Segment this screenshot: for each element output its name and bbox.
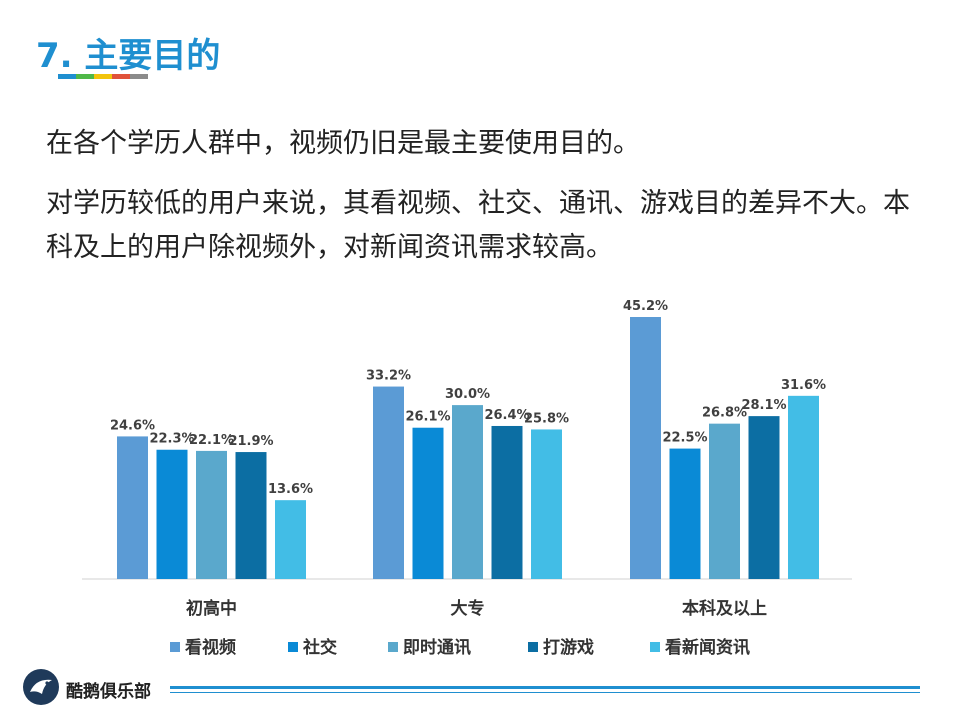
- bar-4: [235, 452, 267, 579]
- data-label: 13.6%: [268, 482, 313, 497]
- bar-2: [156, 449, 188, 579]
- data-label: 24.6%: [110, 418, 155, 433]
- legend-label: 即时通讯: [403, 638, 471, 658]
- bar-5: [788, 395, 819, 579]
- title-underline-segment: [76, 74, 94, 79]
- legend-label: 社交: [302, 637, 337, 658]
- bar-2: [669, 448, 701, 579]
- legend-label: 看新闻资讯: [664, 637, 750, 658]
- title-underline-segment: [112, 74, 130, 79]
- title-underline-segment: [130, 74, 148, 79]
- penguin-icon: [22, 668, 60, 710]
- title-underline: [58, 74, 148, 79]
- title-underline-segment: [94, 74, 112, 79]
- intro-paragraph-1: 在各个学历人群中，视频仍旧是最主要使用目的。: [46, 128, 640, 159]
- data-label: 26.8%: [702, 406, 747, 421]
- data-label: 45.2%: [623, 299, 668, 314]
- data-label: 22.5%: [662, 431, 707, 446]
- legend-swatch: [528, 642, 538, 652]
- bar-5: [531, 429, 562, 579]
- bar-3: [452, 405, 483, 579]
- data-label: 30.0%: [445, 387, 490, 402]
- logo-text: 酷鹅俱乐部: [66, 681, 151, 702]
- bar-2: [412, 427, 444, 579]
- data-label: 31.6%: [781, 378, 826, 393]
- category-label: 大专: [451, 598, 485, 619]
- page-title: 7. 主要目的: [36, 36, 221, 76]
- bar-1: [373, 386, 404, 579]
- legend-swatch: [650, 642, 660, 652]
- data-label: 22.3%: [149, 432, 194, 447]
- bar-4: [748, 416, 780, 579]
- legend-swatch: [170, 642, 180, 652]
- bar-3: [196, 450, 227, 579]
- title-underline-segment: [58, 74, 76, 79]
- legend-swatch: [288, 642, 298, 652]
- bar-1: [117, 436, 148, 579]
- bar-1: [630, 317, 661, 579]
- data-label: 28.1%: [741, 398, 786, 413]
- data-label: 26.1%: [405, 410, 450, 425]
- data-label: 22.1%: [189, 433, 234, 448]
- category-label: 初高中: [186, 598, 237, 619]
- footer-divider-thin: [170, 692, 920, 693]
- legend-swatch: [388, 642, 398, 652]
- legend-label: 看视频: [184, 637, 236, 658]
- data-label: 25.8%: [524, 411, 569, 426]
- data-label: 21.9%: [228, 434, 273, 449]
- bar-3: [709, 423, 740, 579]
- data-label: 33.2%: [366, 369, 411, 384]
- data-label: 26.4%: [484, 408, 529, 423]
- bar-4: [491, 425, 523, 579]
- intro-paragraph-2: 对学历较低的用户来说，其看视频、社交、通讯、游戏目的差异不大。本科及上的用户除视…: [46, 188, 910, 263]
- club-logo: 酷鹅俱乐部: [22, 668, 151, 710]
- bar-5: [275, 500, 306, 579]
- footer-divider: [170, 686, 920, 689]
- legend-label: 打游戏: [543, 637, 594, 658]
- category-label: 本科及以上: [682, 598, 767, 619]
